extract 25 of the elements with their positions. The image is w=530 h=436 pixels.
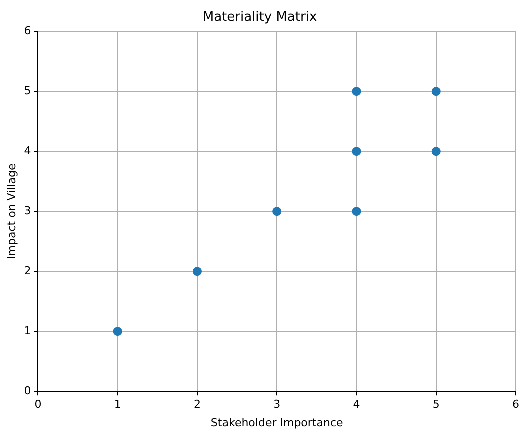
point — [352, 147, 362, 156]
point — [352, 87, 362, 96]
x-tick-label: 4 — [353, 398, 360, 412]
point — [352, 207, 362, 216]
x-tick-label: 6 — [512, 398, 520, 412]
point — [113, 327, 122, 336]
x-tick-label: 3 — [274, 398, 281, 412]
x-tick-label: 1 — [114, 398, 122, 412]
y-tick-label: 3 — [24, 204, 32, 218]
x-tick-label: 2 — [194, 398, 201, 412]
x-tick-label: 5 — [432, 398, 440, 412]
y-tick-label: 5 — [24, 84, 32, 98]
x-axis-title: Stakeholder Importance — [210, 416, 344, 430]
point — [192, 267, 202, 276]
y-tick-label: 6 — [24, 24, 32, 38]
y-tick-label: 1 — [24, 324, 32, 338]
chart-title: Materiality Matrix — [202, 10, 318, 26]
point — [272, 207, 282, 216]
x-tick-label: 0 — [34, 398, 42, 412]
point — [432, 87, 441, 96]
y-tick-label: 2 — [24, 264, 32, 278]
point — [432, 147, 441, 156]
y-axis-title: Impact on Village — [5, 164, 18, 260]
y-tick-label: 0 — [24, 384, 32, 398]
y-tick-label: 4 — [24, 144, 32, 158]
